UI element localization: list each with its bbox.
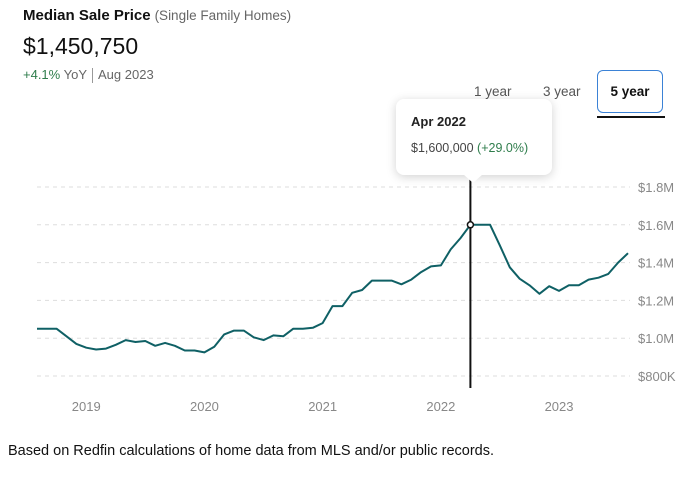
data-point [132, 338, 140, 346]
data-point [319, 319, 327, 327]
title-text: Median Sale Price [23, 7, 151, 24]
data-point [486, 221, 494, 229]
data-point [388, 277, 396, 285]
data-point [53, 325, 61, 333]
data-point [348, 289, 356, 297]
tab-underline [597, 116, 665, 118]
data-point [496, 242, 504, 250]
data-point [112, 341, 120, 349]
data-point [72, 340, 80, 348]
data-point [161, 339, 169, 347]
chart-title: Median Sale Price (Single Family Homes) [23, 7, 291, 24]
data-point [269, 331, 277, 339]
data-point [594, 274, 602, 282]
data-point [506, 263, 514, 271]
data-point [33, 325, 41, 333]
data-point [329, 302, 337, 310]
yoy-label: YoY [63, 67, 88, 82]
data-point [92, 346, 100, 354]
data-point [604, 270, 612, 278]
data-point [141, 337, 149, 345]
data-point [457, 234, 465, 242]
data-point [476, 221, 484, 229]
data-point [210, 343, 218, 351]
data-point [63, 332, 71, 340]
data-point [250, 333, 258, 341]
data-point [240, 327, 248, 335]
data-point [575, 281, 583, 289]
tooltip-date: Apr 2022 [411, 114, 466, 129]
highlight-point [466, 221, 475, 229]
y-tick-label: $800K [638, 369, 676, 384]
data-point [181, 346, 189, 354]
tooltip: Apr 2022 $1,600,000 (+29.0%) [396, 99, 552, 175]
data-point [260, 336, 268, 344]
data-point [279, 332, 287, 340]
x-tick-label: 2023 [545, 399, 574, 414]
yoy-change: +4.1% [23, 67, 61, 82]
current-price: $1,450,750 [23, 33, 139, 59]
data-point [555, 287, 563, 295]
data-point [230, 327, 238, 335]
footer-note: Based on Redfin calculations of home dat… [8, 443, 495, 459]
data-point [545, 282, 553, 290]
tooltip-change: (+29.0%) [477, 141, 529, 155]
subtitle: (Single Family Homes) [154, 8, 292, 23]
data-point [585, 276, 593, 284]
data-point [200, 348, 208, 356]
data-point [427, 262, 435, 270]
data-point [122, 336, 130, 344]
data-point [437, 261, 445, 269]
x-tick-label: 2022 [426, 399, 455, 414]
tab-5-year[interactable]: 5 year [597, 70, 663, 113]
tab-1-year[interactable]: 1 year [474, 84, 512, 99]
tooltip-pointer [463, 174, 483, 183]
y-tick-label: $1.6M [638, 218, 674, 233]
data-point [516, 275, 524, 283]
data-point [191, 346, 199, 354]
data-point [43, 325, 51, 333]
y-tick-label: $1.2M [638, 293, 674, 308]
series-line-median-sale-price [37, 223, 629, 354]
y-tick-label: $1.4M [638, 256, 674, 271]
data-point [102, 345, 110, 353]
data-point [407, 276, 415, 284]
data-point [299, 325, 307, 333]
data-point [526, 281, 534, 289]
x-tick-label: 2020 [190, 399, 219, 414]
data-point [368, 277, 376, 285]
x-tick-label: 2019 [72, 399, 101, 414]
tooltip-value-line: $1,600,000 (+29.0%) [411, 141, 552, 155]
data-point [614, 259, 622, 267]
data-point [417, 268, 425, 276]
data-date: Aug 2023 [98, 67, 154, 82]
tab-3-year[interactable]: 3 year [543, 84, 581, 99]
divider [92, 68, 94, 84]
data-point [535, 290, 543, 298]
data-point [309, 324, 317, 332]
data-point [338, 302, 346, 310]
data-point [82, 344, 90, 352]
data-point [289, 325, 297, 333]
data-point [358, 286, 366, 294]
data-point [397, 280, 405, 288]
data-point [624, 249, 632, 257]
y-tick-label: $1.8M [638, 180, 674, 195]
data-point [378, 277, 386, 285]
data-point [220, 330, 228, 338]
y-tick-label: $1.0M [638, 331, 674, 346]
tooltip-value: $1,600,000 [411, 141, 474, 155]
data-point [151, 342, 159, 350]
data-point [447, 245, 455, 253]
x-tick-label: 2021 [308, 399, 337, 414]
data-point [565, 281, 573, 289]
data-point [171, 342, 179, 350]
yoy-line: +4.1% YoY Aug 2023 [23, 67, 154, 84]
